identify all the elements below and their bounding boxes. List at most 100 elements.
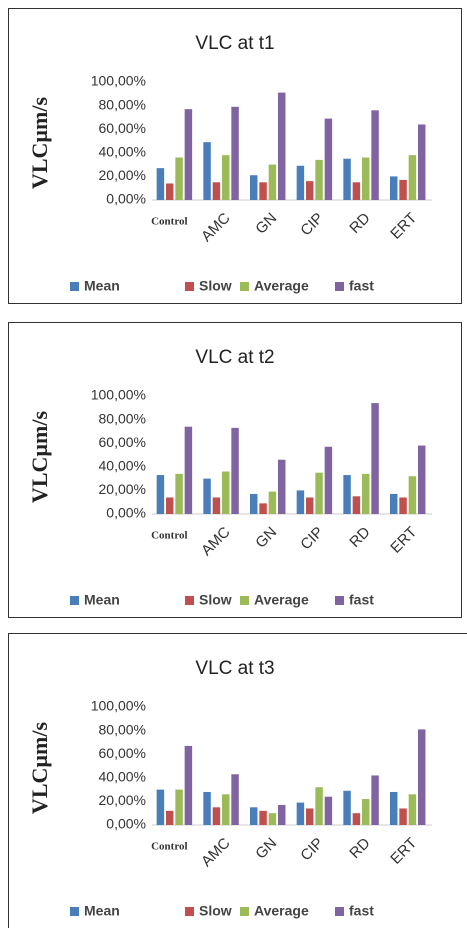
bar bbox=[278, 459, 286, 514]
bar bbox=[268, 164, 277, 200]
bar bbox=[418, 124, 426, 200]
bar bbox=[315, 472, 323, 514]
chart: VLC at t3 VLCµm/s 0,00% 20,00% 40,00% 60,00% 8… bbox=[8, 633, 467, 928]
bar bbox=[231, 106, 239, 200]
x-tick-label: Control bbox=[151, 216, 187, 228]
bar bbox=[408, 476, 417, 514]
y-tick-label: 100,00% bbox=[91, 73, 146, 89]
bar bbox=[399, 497, 407, 514]
x-tick-label: RD bbox=[346, 524, 373, 551]
x-tick-label: AMC bbox=[198, 524, 234, 560]
bar bbox=[296, 165, 305, 200]
y-tick-label: 60,00% bbox=[99, 745, 146, 761]
chart-frame bbox=[8, 633, 467, 928]
bar bbox=[315, 787, 323, 825]
legend-label: Mean bbox=[84, 903, 120, 919]
bar bbox=[324, 118, 333, 200]
legend-swatch bbox=[240, 596, 249, 605]
bar bbox=[268, 813, 277, 825]
bar bbox=[296, 802, 305, 825]
bar bbox=[343, 790, 351, 825]
legend-label: Slow bbox=[199, 278, 232, 294]
bar bbox=[352, 813, 361, 825]
legend-swatch bbox=[335, 596, 344, 605]
y-tick-label: 100,00% bbox=[91, 698, 146, 714]
bar bbox=[166, 497, 174, 514]
legend-swatch bbox=[70, 596, 79, 605]
bar bbox=[408, 155, 417, 200]
bar bbox=[324, 446, 333, 514]
y-tick-label: 80,00% bbox=[99, 721, 146, 737]
bar bbox=[175, 157, 183, 200]
x-tick-label: AMC bbox=[198, 835, 234, 871]
legend-label: Mean bbox=[84, 592, 120, 608]
bar bbox=[362, 799, 370, 825]
y-axis-label: VLCµm/s bbox=[27, 410, 52, 503]
x-tick-label: RD bbox=[346, 210, 373, 237]
bar bbox=[212, 497, 221, 514]
bar bbox=[250, 807, 258, 825]
chart-title: VLC at t2 bbox=[195, 347, 274, 368]
bar bbox=[203, 478, 211, 514]
y-tick-label: 40,00% bbox=[99, 144, 146, 160]
legend-label: fast bbox=[349, 278, 374, 294]
bar bbox=[399, 179, 407, 200]
legend-label: Average bbox=[254, 278, 309, 294]
bar bbox=[222, 471, 230, 514]
y-tick-label: 0,00% bbox=[106, 191, 146, 207]
bar bbox=[278, 804, 286, 825]
bar bbox=[175, 789, 183, 825]
chart-title: VLC at t3 bbox=[195, 658, 274, 679]
x-tick-label: CIP bbox=[297, 835, 327, 865]
x-tick-label: GN bbox=[252, 524, 280, 552]
y-tick-label: 20,00% bbox=[99, 481, 146, 497]
bar bbox=[166, 810, 174, 825]
bar bbox=[259, 503, 267, 514]
legend-swatch bbox=[70, 907, 79, 916]
x-tick-label: AMC bbox=[198, 210, 234, 246]
bar bbox=[212, 807, 221, 825]
x-tick-label: Control bbox=[151, 841, 187, 853]
bar bbox=[184, 109, 193, 200]
x-tick-label: ERT bbox=[387, 524, 420, 557]
legend-swatch bbox=[335, 907, 344, 916]
y-tick-label: 100,00% bbox=[91, 387, 146, 403]
bar bbox=[343, 475, 351, 514]
bar bbox=[175, 473, 183, 514]
legend-label: fast bbox=[349, 903, 374, 919]
bar bbox=[399, 808, 407, 825]
legend-swatch bbox=[185, 596, 194, 605]
bar bbox=[156, 789, 165, 825]
bar bbox=[371, 403, 379, 514]
bar bbox=[250, 175, 258, 200]
bar bbox=[212, 182, 221, 200]
x-tick-label: ERT bbox=[387, 210, 420, 243]
legend-label: Mean bbox=[84, 278, 120, 294]
legend-label: Average bbox=[254, 592, 309, 608]
x-tick-label: Control bbox=[151, 530, 187, 542]
bar bbox=[362, 157, 370, 200]
bar bbox=[418, 445, 426, 514]
x-tick-label: ERT bbox=[387, 835, 420, 868]
legend-label: Slow bbox=[199, 592, 232, 608]
chart-frame bbox=[8, 322, 462, 618]
bar bbox=[352, 496, 361, 514]
y-tick-label: 40,00% bbox=[99, 458, 146, 474]
bar bbox=[203, 791, 211, 825]
bar bbox=[324, 796, 333, 825]
bar bbox=[371, 775, 379, 825]
bar bbox=[306, 808, 314, 825]
legend-label: Slow bbox=[199, 903, 232, 919]
bar bbox=[231, 427, 239, 514]
y-tick-label: 0,00% bbox=[106, 816, 146, 832]
bar bbox=[222, 794, 230, 825]
bar bbox=[390, 791, 398, 825]
legend-swatch bbox=[70, 282, 79, 291]
x-tick-label: GN bbox=[252, 835, 280, 863]
bar bbox=[156, 168, 165, 200]
chart: VLC at t2 VLCµm/s 0,00% 20,00% 40,00% 60,00% 8… bbox=[8, 322, 462, 618]
x-tick-label: CIP bbox=[297, 524, 327, 554]
chart-frame bbox=[8, 8, 462, 304]
y-tick-label: 0,00% bbox=[106, 505, 146, 521]
bar bbox=[184, 745, 193, 825]
